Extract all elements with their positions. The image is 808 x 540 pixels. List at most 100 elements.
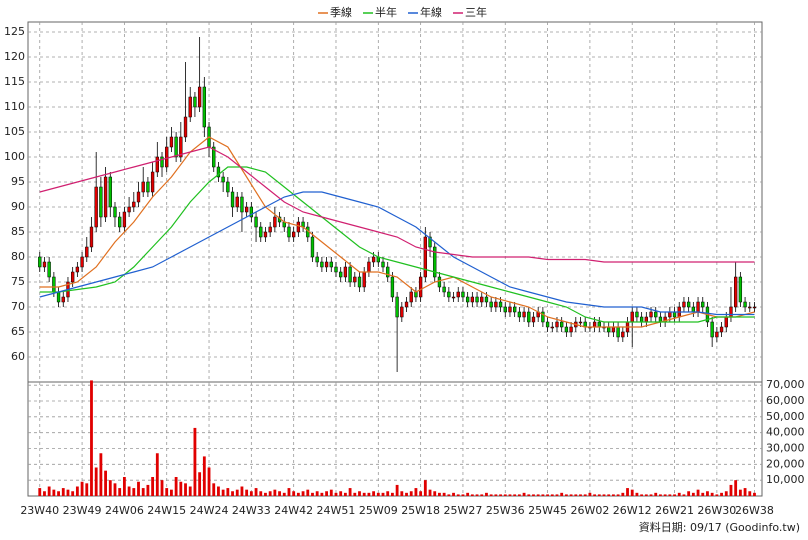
volume-bar <box>499 494 502 496</box>
volume-bar <box>358 491 361 496</box>
x-tick-label: 25W27 <box>444 504 483 517</box>
candle-body <box>390 276 395 298</box>
volume-bar <box>588 492 592 496</box>
candle-body <box>339 271 343 278</box>
candle-body <box>621 331 625 338</box>
volume-bar <box>226 488 230 496</box>
volume-bar <box>753 492 756 496</box>
candle-body <box>343 266 348 278</box>
volume-bar <box>254 488 258 496</box>
candle-body <box>400 306 404 318</box>
volume-bar <box>362 492 366 496</box>
volume-bar <box>395 484 399 496</box>
volume-bar <box>217 486 220 496</box>
candle-body <box>226 181 230 193</box>
x-tick-label: 24W06 <box>105 504 144 517</box>
volume-bar <box>729 484 733 496</box>
candle-body <box>418 276 423 298</box>
candle-body <box>607 326 611 333</box>
volume-bar <box>654 492 658 496</box>
y-tick-label: 100 <box>4 150 25 163</box>
volume-bar <box>306 489 310 496</box>
candle-body <box>127 206 131 213</box>
candle-body <box>715 331 719 338</box>
candle-body <box>611 326 616 333</box>
candle-body <box>103 176 108 218</box>
y-tick-label: 65 <box>11 325 25 338</box>
candle-body <box>555 321 559 328</box>
volume-bar <box>348 488 352 496</box>
volume-bar <box>127 486 131 496</box>
volume-bar <box>212 483 216 496</box>
volume-bar <box>66 489 70 496</box>
candle-body <box>381 261 385 268</box>
volume-bar <box>198 472 202 496</box>
volume-bar <box>485 492 488 496</box>
x-tick-label: 25W18 <box>401 504 440 517</box>
candle-body <box>560 321 564 328</box>
candle-body <box>324 261 329 268</box>
candle-body <box>437 276 442 288</box>
volume-tick-label: 40,000 <box>766 426 805 439</box>
candle-body <box>404 301 409 308</box>
volume-bar <box>90 380 93 496</box>
volume-bar <box>99 453 103 496</box>
volume-bar <box>612 494 615 496</box>
candle-body <box>522 311 526 318</box>
y-tick-label: 125 <box>4 25 25 38</box>
volume-tick-label: 10,000 <box>766 473 805 486</box>
candle-body <box>99 186 103 218</box>
candle-body <box>433 246 437 278</box>
volume-bar <box>315 491 319 496</box>
x-tick-label: 24W42 <box>274 504 313 517</box>
candle-body <box>310 236 315 258</box>
candle-body <box>461 291 465 298</box>
volume-bar <box>532 494 535 496</box>
volume-bar <box>461 494 465 496</box>
candle-body <box>315 256 319 263</box>
volume-tick-label: 70,000 <box>766 378 805 391</box>
volume-bar <box>560 492 564 496</box>
candle-body <box>386 266 390 278</box>
volume-bar <box>343 492 347 496</box>
candle-body <box>212 146 216 168</box>
x-tick-label: 26W02 <box>570 504 609 517</box>
volume-bar <box>428 489 432 496</box>
volume-bar <box>339 491 343 496</box>
candle-body <box>235 196 239 208</box>
candle-body <box>202 86 206 128</box>
candle-body <box>179 136 183 158</box>
candle-body <box>122 211 127 228</box>
candle-body <box>254 216 258 228</box>
candle-body <box>428 236 432 248</box>
candle-body <box>541 311 545 323</box>
volume-bar <box>447 494 451 496</box>
volume-bar <box>334 492 338 496</box>
volume-bar <box>122 477 126 496</box>
volume-bar <box>160 480 164 496</box>
candle-body <box>451 296 456 299</box>
volume-bar <box>292 491 296 496</box>
candle-body <box>654 311 658 318</box>
volume-bar <box>184 483 187 496</box>
y-tick-label: 120 <box>4 50 25 63</box>
volume-bar <box>268 491 272 496</box>
candle-body <box>371 256 376 263</box>
volume-bar <box>301 491 305 496</box>
volume-bar <box>414 488 418 496</box>
x-tick-label: 26W30 <box>697 504 736 517</box>
candle-body <box>639 316 644 323</box>
candle-body <box>508 306 512 313</box>
volume-bar <box>659 494 662 496</box>
volume-bar <box>527 494 531 496</box>
volume-bar <box>494 494 498 496</box>
volume-bar <box>546 494 549 496</box>
candle-body <box>447 291 451 298</box>
volume-bar <box>376 492 380 496</box>
volume-tick-label: 60,000 <box>766 394 805 407</box>
candle-body <box>414 291 418 298</box>
candle-body <box>513 306 517 313</box>
candle-body <box>259 226 263 238</box>
volume-bar <box>61 488 65 496</box>
volume-bar <box>188 486 192 496</box>
